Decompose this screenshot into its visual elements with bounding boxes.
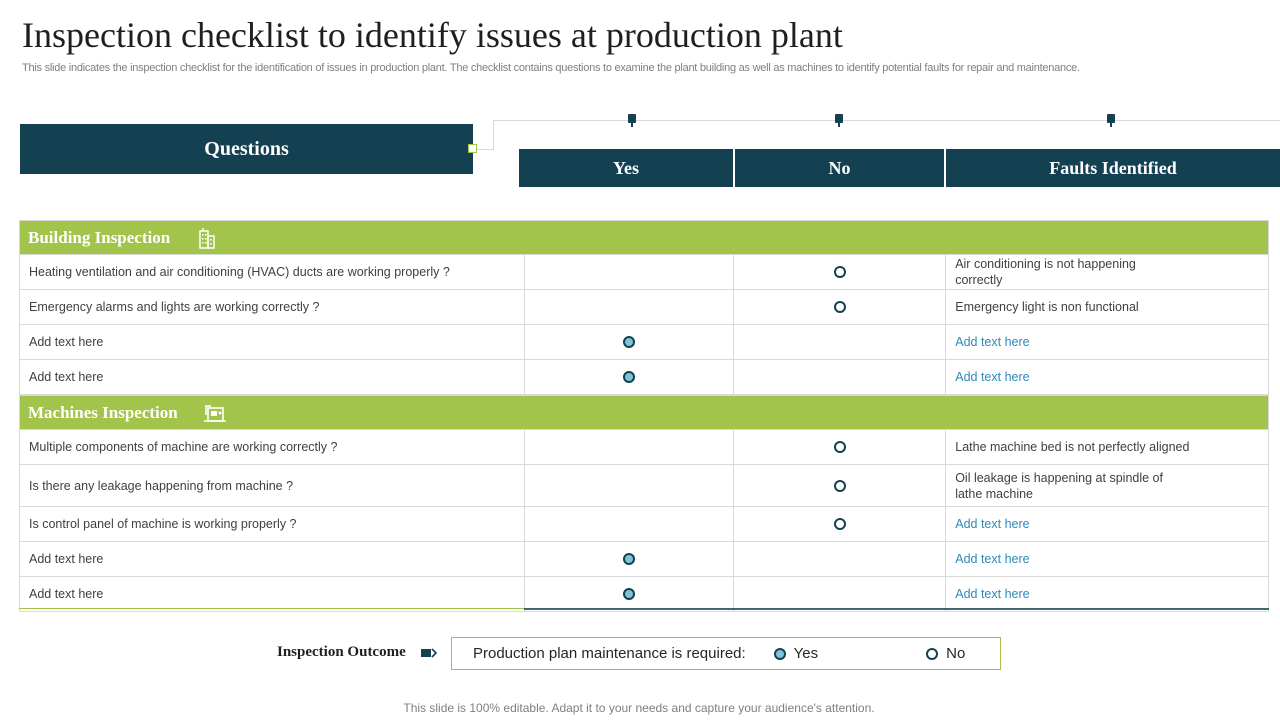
page-title: Inspection checklist to identify issues … <box>22 15 843 55</box>
building-icon <box>199 227 215 249</box>
no-column-header: No <box>735 149 944 187</box>
table-row: Heating ventilation and air conditioning… <box>19 255 1269 290</box>
fault-cell[interactable]: Add text here <box>955 587 1030 601</box>
no-cell <box>734 507 947 541</box>
no-radio[interactable] <box>833 266 846 278</box>
fault-cell[interactable]: Add text here <box>955 517 1030 531</box>
yes-radio[interactable] <box>623 588 635 600</box>
table-row: Add text here Add text here <box>19 325 1269 360</box>
table-row: Add text here Add text here <box>19 542 1269 577</box>
outcome-box: Production plan maintenance is required:… <box>451 637 1001 670</box>
no-cell <box>734 430 947 464</box>
yes-cell <box>525 465 735 506</box>
connector-line <box>493 120 1280 121</box>
pin-icon <box>835 114 843 127</box>
question-cell: Is control panel of machine is working p… <box>20 507 525 541</box>
no-radio[interactable] <box>833 301 846 313</box>
yes-cell <box>525 325 735 359</box>
outcome-yes-option[interactable]: Yes <box>773 645 819 662</box>
section-title: Machines Inspection <box>28 402 178 422</box>
table-row: Is there any leakage happening from mach… <box>19 465 1269 507</box>
yes-cell <box>525 542 735 576</box>
connector-handle <box>468 144 477 153</box>
no-cell <box>734 325 947 359</box>
inspection-outcome-label: Inspection Outcome <box>277 644 406 660</box>
connector-line <box>493 121 494 150</box>
table-row: Is control panel of machine is working p… <box>19 507 1269 542</box>
fault-cell[interactable]: Add text here <box>955 552 1030 566</box>
question-cell: Emergency alarms and lights are working … <box>20 290 525 324</box>
yes-radio[interactable] <box>623 336 635 348</box>
question-cell: Add text here <box>20 325 525 359</box>
no-cell <box>734 360 947 394</box>
table-row: Add text here Add text here <box>19 360 1269 395</box>
table-bottom-border <box>19 608 524 609</box>
question-cell: Add text here <box>20 542 525 576</box>
fault-cell: Emergency light is non functional <box>955 300 1139 314</box>
yes-radio[interactable] <box>623 553 635 565</box>
question-cell: Multiple components of machine are worki… <box>20 430 525 464</box>
pin-icon <box>1107 114 1115 127</box>
yes-option-label: Yes <box>793 645 819 662</box>
no-cell <box>734 465 947 506</box>
arrow-tag-icon <box>421 648 437 658</box>
connector-line <box>476 149 494 150</box>
yes-radio[interactable] <box>773 647 786 660</box>
no-cell <box>734 290 947 324</box>
question-cell: Is there any leakage happening from mach… <box>20 465 525 506</box>
outcome-question: Production plan maintenance is required: <box>473 645 746 662</box>
page-subtitle: This slide indicates the inspection chec… <box>22 62 1080 74</box>
no-option-label: No <box>946 645 966 662</box>
table-row: Add text here Add text here <box>19 577 1269 612</box>
table-row: Multiple components of machine are worki… <box>19 430 1269 465</box>
question-cell: Heating ventilation and air conditioning… <box>20 255 525 289</box>
table-bottom-border <box>524 608 1269 610</box>
faults-column-header: Faults Identified <box>946 149 1280 187</box>
no-radio[interactable] <box>833 518 846 530</box>
section-title: Building Inspection <box>28 227 171 247</box>
no-cell <box>734 255 947 289</box>
yes-cell <box>525 255 735 289</box>
yes-cell <box>525 430 735 464</box>
questions-header: Questions <box>20 124 473 174</box>
question-cell: Add text here <box>20 577 525 611</box>
checklist-table: Building Inspection Heating ventilation a… <box>19 220 1269 612</box>
machine-icon <box>203 404 226 422</box>
fault-cell: Air conditioning is not happening correc… <box>955 257 1136 287</box>
fault-cell: Lathe machine bed is not perfectly align… <box>955 440 1190 454</box>
no-cell <box>734 577 947 611</box>
outcome-no-option[interactable]: No <box>926 645 965 662</box>
yes-cell <box>525 360 735 394</box>
yes-column-header: Yes <box>519 149 733 187</box>
yes-cell <box>525 290 735 324</box>
question-cell: Add text here <box>20 360 525 394</box>
table-row: Emergency alarms and lights are working … <box>19 290 1269 325</box>
no-radio[interactable] <box>833 479 846 492</box>
yes-cell <box>525 577 735 611</box>
no-radio[interactable] <box>833 441 846 453</box>
yes-radio[interactable] <box>623 371 635 383</box>
yes-cell <box>525 507 735 541</box>
no-cell <box>734 542 947 576</box>
footer-note: This slide is 100% editable. Adapt it to… <box>403 701 875 715</box>
no-radio[interactable] <box>926 647 939 660</box>
fault-cell: Oil leakage is happening at spindle of l… <box>955 470 1163 501</box>
section-header: Machines Inspection <box>19 395 1269 430</box>
fault-cell[interactable]: Add text here <box>955 335 1030 349</box>
section-header: Building Inspection <box>19 220 1269 255</box>
pin-icon <box>628 114 636 127</box>
fault-cell[interactable]: Add text here <box>955 370 1030 384</box>
